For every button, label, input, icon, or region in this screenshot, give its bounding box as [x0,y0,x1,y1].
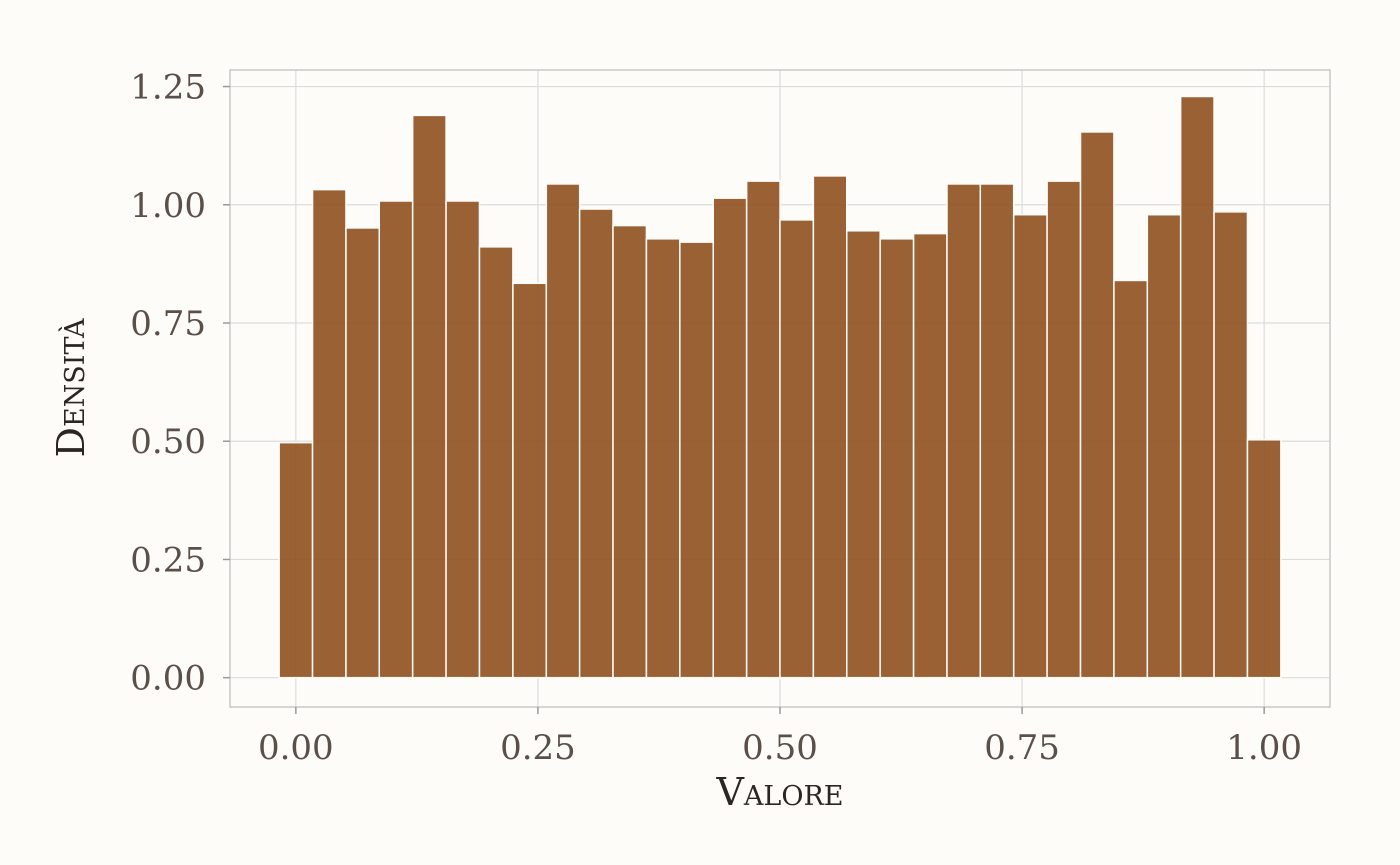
y-tick-label-1: 0.25 [130,540,206,580]
x-tick-label-0: 0.00 [258,728,334,768]
histogram-bar-27 [1179,95,1215,679]
histogram-bar-17 [846,230,881,679]
histogram-bar-12 [679,241,714,679]
histogram-bar-23 [1046,180,1082,679]
histogram-bar-10 [612,224,648,679]
histogram-bar-18 [879,238,915,679]
histogram-bar-29 [1246,439,1282,679]
y-tick-label-4: 1.00 [130,186,206,226]
histogram-bar-16 [812,175,848,679]
histogram-bar-2 [345,227,381,679]
histogram-bar-6 [478,246,514,679]
y-axis-title: Densità [49,318,93,457]
histogram-bar-20 [946,183,982,679]
histogram-bar-19 [912,232,948,679]
x-axis-title: Valore [715,770,843,814]
histogram-bar-11 [645,238,681,679]
histogram-bar-15 [779,219,815,679]
histogram-bar-0 [278,441,314,679]
x-tick-label-4: 1.00 [1226,728,1302,768]
histogram-bar-24 [1079,131,1115,679]
histogram-bar-9 [578,208,614,679]
histogram-bar-7 [512,282,548,679]
histogram-bar-13 [712,197,748,679]
y-tick-label-0: 0.00 [130,659,206,699]
histogram-bar-26 [1146,213,1182,679]
histogram-bar-21 [979,183,1015,679]
histogram-bar-3 [378,200,414,679]
y-tick-label-2: 0.50 [130,422,206,462]
x-tick-label-2: 0.50 [742,728,818,768]
x-tick-label-3: 0.75 [984,728,1060,768]
y-tick-label-3: 0.75 [130,304,206,344]
histogram-bar-22 [1012,213,1048,679]
histogram-bar-25 [1113,279,1149,679]
histogram-bar-1 [311,188,347,679]
histogram-bars [278,95,1282,679]
histogram-bar-28 [1213,211,1249,679]
x-axis-ticks: 0.00 0.25 0.50 0.75 1.00 [258,707,1302,768]
histogram-bar-14 [745,180,781,679]
x-tick-label-1: 0.25 [500,728,576,768]
histogram-bar-4 [411,114,447,679]
y-axis-ticks: 0.00 0.25 0.50 0.75 1.00 1.25 [130,68,230,699]
histogram-bar-8 [545,183,581,679]
histogram-bar-5 [445,200,481,679]
y-tick-label-5: 1.25 [130,68,206,108]
